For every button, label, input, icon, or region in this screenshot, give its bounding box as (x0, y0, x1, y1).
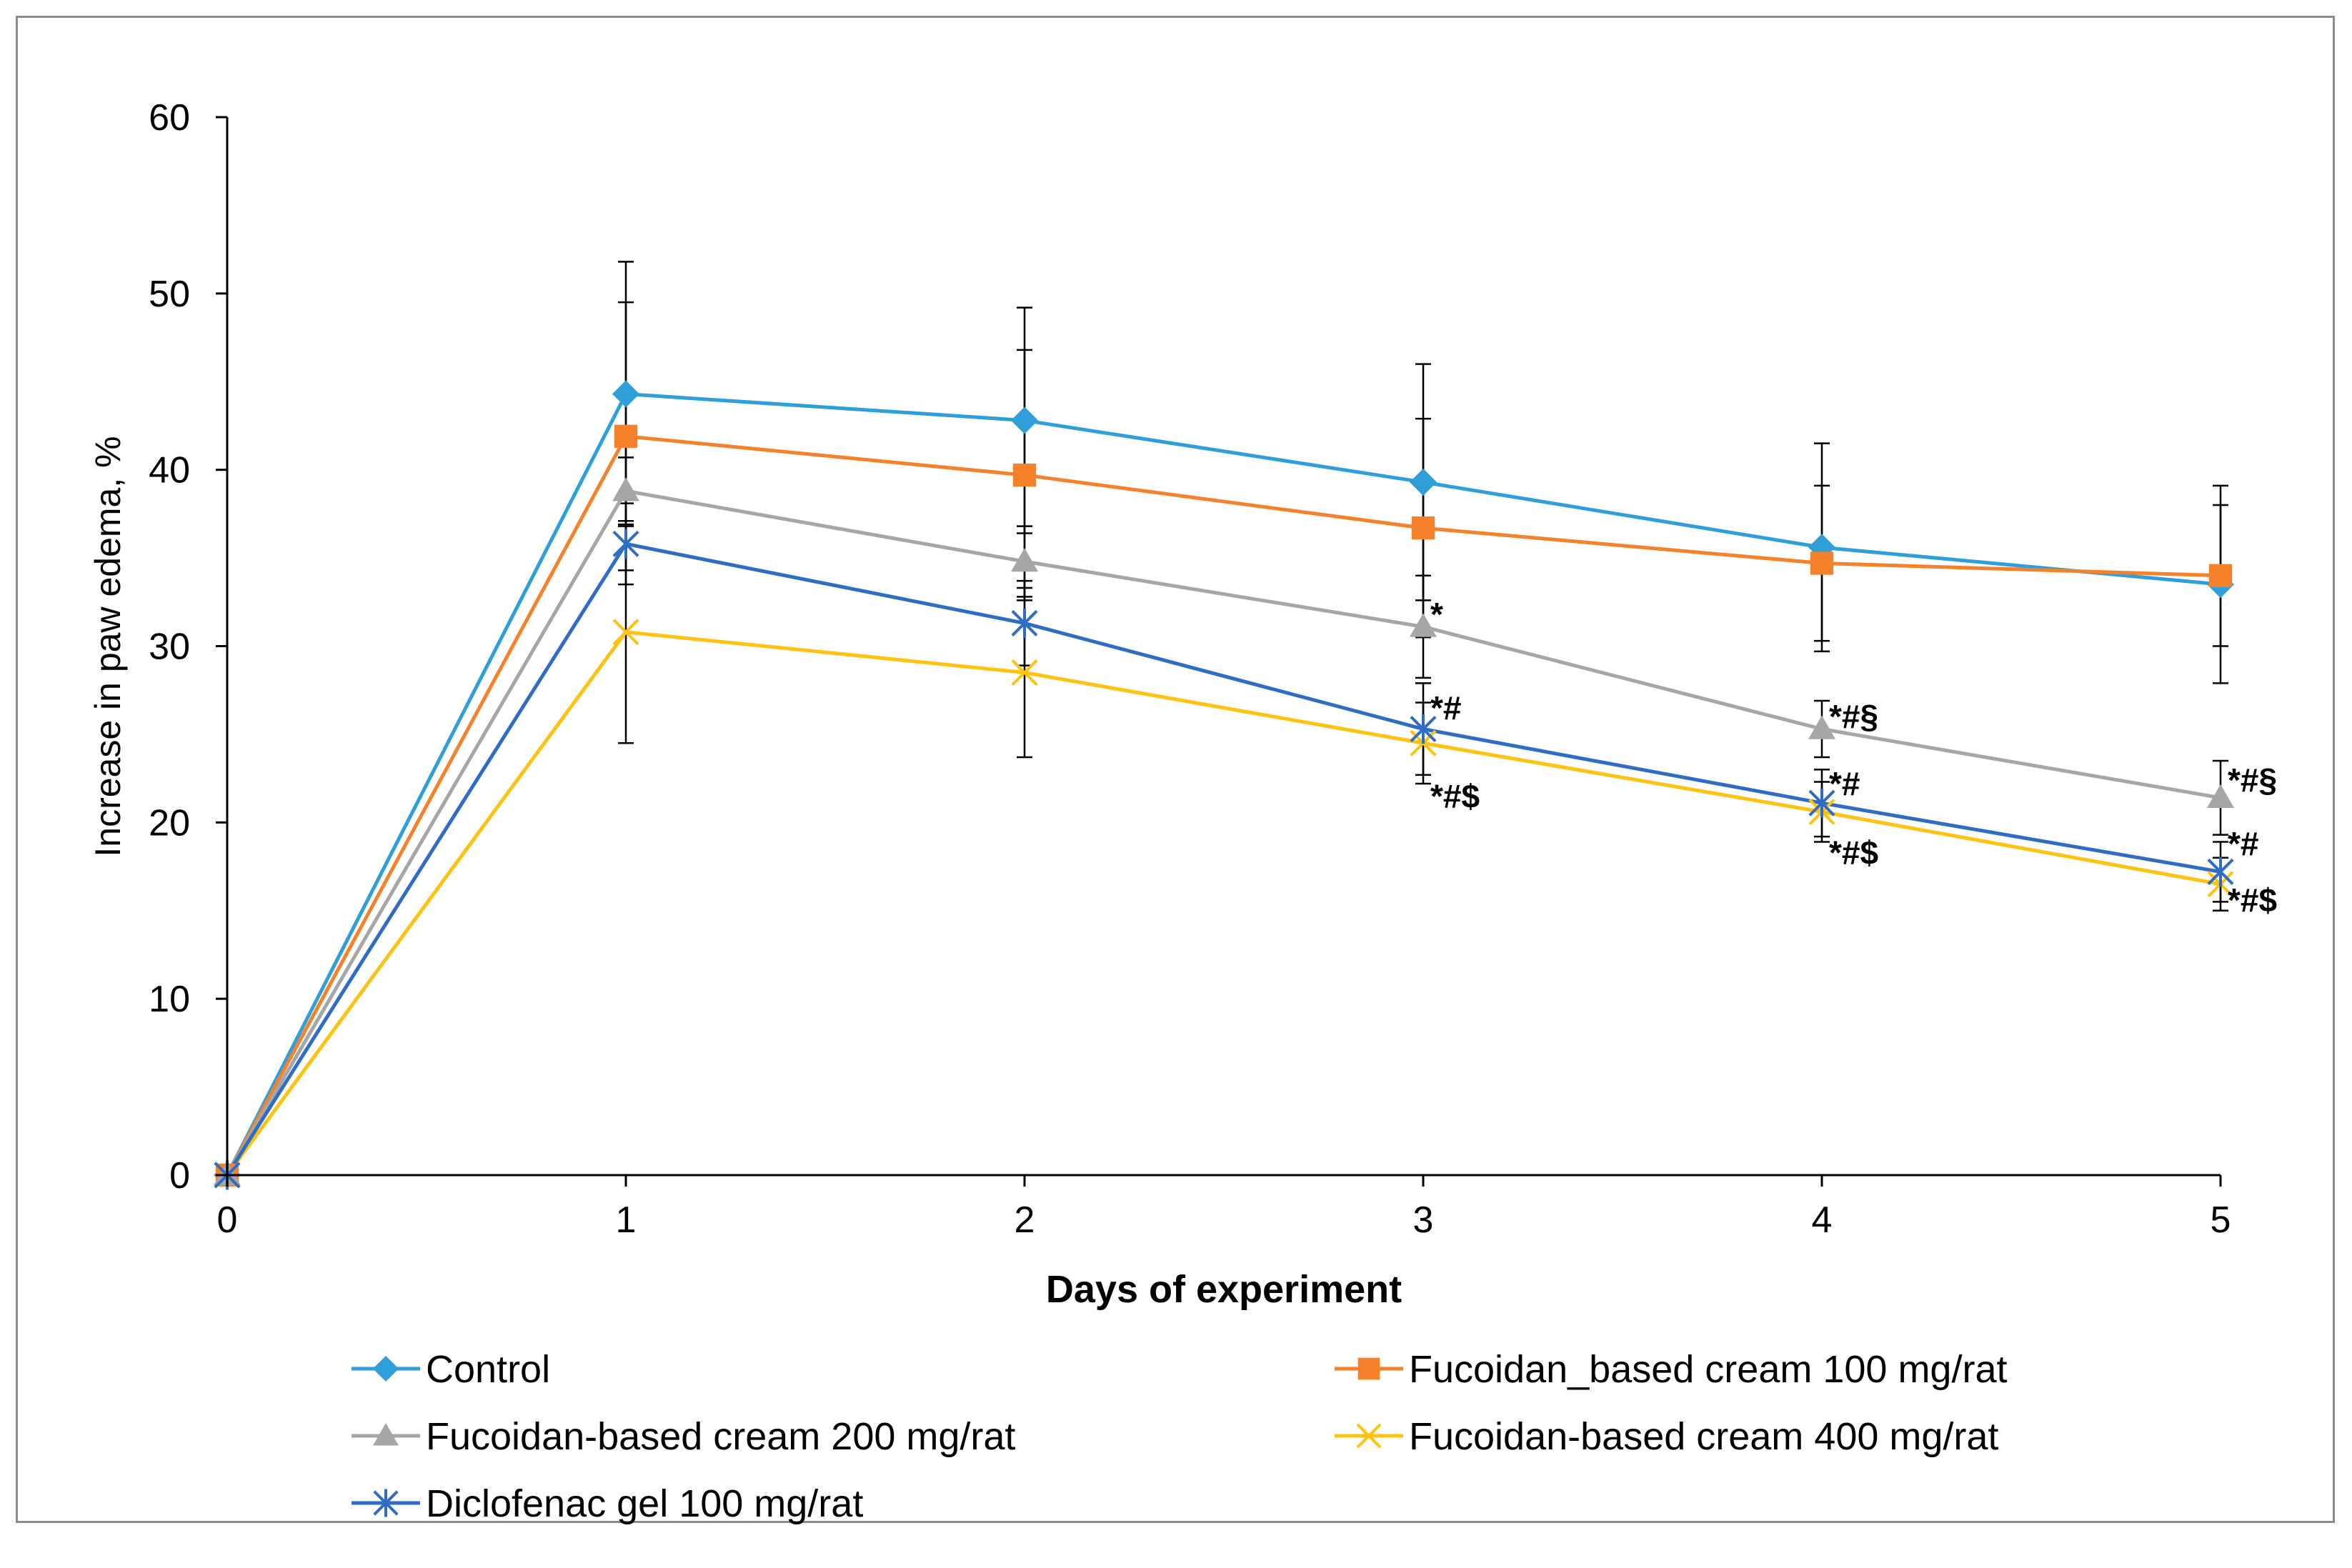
legend-label: Control (426, 1348, 550, 1391)
series-3-point (612, 477, 639, 501)
error-bars (618, 261, 2228, 912)
chart-frame (16, 16, 2335, 1523)
significance-label: *# (1829, 765, 1860, 802)
legend-marker (373, 1423, 399, 1446)
series-2-line (225, 434, 2221, 1177)
series-3-point (1808, 715, 1835, 739)
significance-label: *# (2228, 825, 2258, 862)
x-tick-label: 4 (1812, 1199, 1833, 1241)
series-3-line (225, 489, 2221, 1177)
series-2-point (614, 424, 638, 448)
significance-annotations: * *# *#$ *#§ *# *#$ *#§ *# *#$ (1430, 596, 2277, 919)
legend-item: Fucoidan_based cream 100 mg/rat (1335, 1348, 2007, 1391)
series-3-point (1011, 548, 1038, 572)
series-4-line (225, 630, 2221, 1177)
x-tick-label: 1 (616, 1199, 637, 1241)
y-tick-label: 30 (149, 626, 190, 668)
series-2-point (1012, 463, 1037, 487)
significance-label: *#$ (1430, 777, 1480, 814)
legend-label: Fucoidan_based cream 100 mg/rat (1409, 1348, 2007, 1391)
y-tick-label: 10 (149, 979, 190, 1020)
series-markers (214, 380, 2234, 1190)
series-1-point (612, 380, 639, 408)
series-5-point (1808, 788, 1835, 818)
significance-label: * (1430, 596, 1443, 633)
series-1-point (1011, 406, 1038, 434)
series-lines (225, 391, 2221, 1177)
significance-label: *#§ (1829, 698, 1878, 735)
series-2-point (1810, 551, 1834, 575)
x-tick-label: 5 (2211, 1199, 2231, 1241)
series-4-point (1011, 659, 1038, 686)
series-2-point (1411, 516, 1435, 540)
legend-label: Diclofenac gel 100 mg/rat (426, 1482, 863, 1525)
legend-label: Fucoidan-based cream 200 mg/rat (426, 1415, 1015, 1458)
y-tick-label: 40 (149, 450, 190, 491)
series-4-point (612, 619, 639, 646)
y-axis-title: Increase in paw edema, % (88, 436, 128, 857)
y-tick-label: 0 (169, 1155, 190, 1197)
legend-item: Control (352, 1348, 550, 1391)
legend: Control Fucoidan_based cream 100 mg/rat Fu… (352, 1348, 2007, 1525)
legend-item: Fucoidan-based cream 200 mg/rat (352, 1415, 1015, 1458)
series-5-point (612, 529, 639, 559)
significance-label: *#$ (2228, 882, 2277, 919)
x-tick-label: 0 (217, 1199, 238, 1241)
y-tick-label: 50 (149, 274, 190, 315)
series-5-point (1410, 714, 1437, 744)
legend-item: Diclofenac gel 100 mg/rat (352, 1482, 863, 1525)
y-tick-label: 20 (149, 802, 190, 844)
series-5-point (2207, 857, 2234, 887)
x-tick-label: 2 (1015, 1199, 1035, 1241)
legend-marker (373, 1356, 399, 1382)
series-2-point (2208, 564, 2233, 587)
legend-marker (373, 1489, 399, 1517)
legend-marker (1357, 1357, 1380, 1380)
significance-label: *# (1430, 689, 1461, 726)
legend-marker (1356, 1423, 1382, 1449)
x-tick-label: 3 (1413, 1199, 1434, 1241)
series-5-point (1011, 608, 1038, 638)
legend-item: Fucoidan-based cream 400 mg/rat (1335, 1415, 1998, 1458)
y-tick-label: 60 (149, 97, 190, 139)
axes (226, 117, 2221, 1177)
series-5-line (225, 541, 2221, 1177)
series-1-line (225, 391, 2221, 1177)
series-3-point (2207, 784, 2234, 809)
significance-label: *#$ (1829, 834, 1878, 871)
x-axis-title: Days of experiment (1046, 1268, 1402, 1311)
series-3-point (1410, 613, 1437, 637)
axis-ticks: 0 10 20 30 40 50 60 0 1 2 3 4 5 (149, 97, 2231, 1241)
series-1-point (1410, 468, 1437, 496)
legend-label: Fucoidan-based cream 400 mg/rat (1409, 1415, 1998, 1458)
significance-label: *#§ (2228, 761, 2277, 799)
